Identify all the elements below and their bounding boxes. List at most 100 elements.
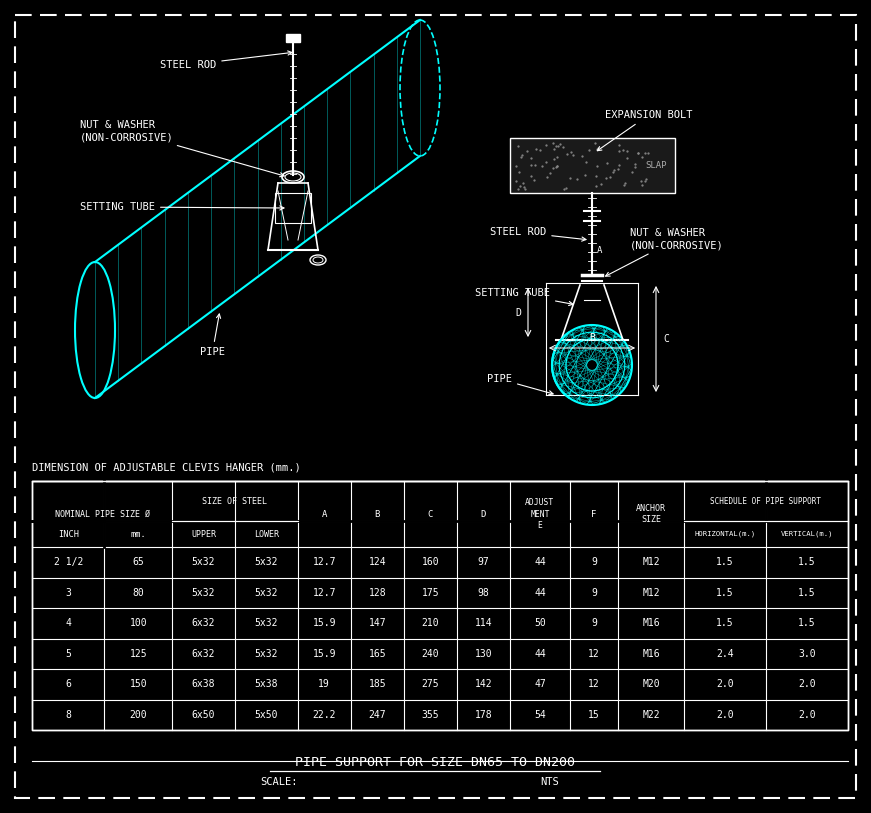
Text: C: C: [663, 334, 669, 344]
Text: 128: 128: [368, 588, 386, 598]
Text: A: A: [321, 510, 327, 519]
Text: 44: 44: [534, 557, 546, 567]
Text: 5x32: 5x32: [192, 588, 215, 598]
Bar: [32, 481, 848, 730]
Text: 2.0: 2.0: [798, 710, 816, 720]
Text: 97: 97: [477, 557, 490, 567]
Text: PIPE SUPPORT FOR SIZE DN65 TO DN200: PIPE SUPPORT FOR SIZE DN65 TO DN200: [295, 755, 575, 768]
Text: NOMINAL PIPE SIZE Ø: NOMINAL PIPE SIZE Ø: [55, 510, 150, 519]
Text: 1.5: 1.5: [716, 618, 733, 628]
Text: VERTICAL(m.): VERTICAL(m.): [780, 531, 834, 537]
Text: EXPANSION BOLT: EXPANSION BOLT: [598, 110, 692, 150]
Text: 5x32: 5x32: [192, 557, 215, 567]
Text: ADJUST
MENT
E: ADJUST MENT E: [525, 498, 555, 529]
Text: 275: 275: [422, 679, 439, 689]
Text: 4: 4: [65, 618, 71, 628]
Text: 8: 8: [65, 710, 71, 720]
Text: 1.5: 1.5: [798, 618, 816, 628]
Text: 165: 165: [368, 649, 386, 659]
Text: 1.5: 1.5: [716, 557, 733, 567]
Text: C: C: [428, 510, 433, 519]
Text: 6x32: 6x32: [192, 649, 215, 659]
Text: 9: 9: [591, 588, 597, 598]
Text: STEEL ROD: STEEL ROD: [160, 51, 292, 70]
Text: SETTING TUBE: SETTING TUBE: [475, 288, 573, 306]
Text: 1.5: 1.5: [798, 557, 816, 567]
Text: 15.9: 15.9: [313, 618, 336, 628]
Text: A: A: [597, 246, 603, 255]
Bar: [32, 481, 848, 730]
Text: M16: M16: [642, 618, 660, 628]
Text: 3.0: 3.0: [798, 649, 816, 659]
Text: 147: 147: [368, 618, 386, 628]
Text: SIZE OF STEEL: SIZE OF STEEL: [202, 497, 267, 506]
Text: 98: 98: [477, 588, 490, 598]
Text: B: B: [589, 333, 595, 343]
Text: 12: 12: [588, 649, 600, 659]
Text: 160: 160: [422, 557, 439, 567]
Text: 2 1/2: 2 1/2: [53, 557, 83, 567]
Text: 6x38: 6x38: [192, 679, 215, 689]
Text: STEEL ROD: STEEL ROD: [490, 227, 586, 241]
Text: 5x32: 5x32: [254, 649, 278, 659]
Bar: [286, 34, 300, 42]
Text: NUT & WASHER
(NON-CORROSIVE): NUT & WASHER (NON-CORROSIVE): [80, 120, 284, 176]
Text: 125: 125: [130, 649, 147, 659]
Text: 6x50: 6x50: [192, 710, 215, 720]
Text: 12: 12: [588, 679, 600, 689]
Text: 80: 80: [132, 588, 144, 598]
Text: 240: 240: [422, 649, 439, 659]
Text: M12: M12: [642, 557, 660, 567]
Text: 15: 15: [588, 710, 600, 720]
Text: SLAP: SLAP: [645, 161, 667, 170]
Text: mm.: mm.: [131, 529, 146, 538]
Text: 2.0: 2.0: [716, 710, 733, 720]
Text: D: D: [515, 307, 521, 318]
Text: 2.0: 2.0: [798, 679, 816, 689]
Text: 44: 44: [534, 649, 546, 659]
Text: 2.4: 2.4: [716, 649, 733, 659]
Text: M12: M12: [642, 588, 660, 598]
Text: 54: 54: [534, 710, 546, 720]
Text: 15.9: 15.9: [313, 649, 336, 659]
Text: 2.0: 2.0: [716, 679, 733, 689]
Bar: [510, 138, 675, 193]
Text: 5x50: 5x50: [254, 710, 278, 720]
Text: 124: 124: [368, 557, 386, 567]
Text: 150: 150: [130, 679, 147, 689]
Text: LOWER: LOWER: [253, 529, 279, 538]
Text: 100: 100: [130, 618, 147, 628]
Text: 200: 200: [130, 710, 147, 720]
Text: PIPE: PIPE: [200, 314, 225, 357]
Text: 44: 44: [534, 588, 546, 598]
Text: 5x32: 5x32: [254, 557, 278, 567]
Text: 6: 6: [65, 679, 71, 689]
Text: NTS: NTS: [540, 777, 559, 787]
Text: 65: 65: [132, 557, 144, 567]
Text: UPPER: UPPER: [191, 529, 216, 538]
Text: NUT & WASHER
(NON-CORROSIVE): NUT & WASHER (NON-CORROSIVE): [605, 228, 724, 276]
Text: 12.7: 12.7: [313, 557, 336, 567]
Text: SCHEDULE OF PIPE SUPPORT: SCHEDULE OF PIPE SUPPORT: [711, 497, 821, 506]
Text: 3: 3: [65, 588, 71, 598]
Text: DIMENSION OF ADJUSTABLE CLEVIS HANGER (mm.): DIMENSION OF ADJUSTABLE CLEVIS HANGER (m…: [32, 462, 300, 472]
Text: 114: 114: [475, 618, 492, 628]
Text: 47: 47: [534, 679, 546, 689]
Text: 178: 178: [475, 710, 492, 720]
Text: 5x32: 5x32: [254, 588, 278, 598]
Text: 210: 210: [422, 618, 439, 628]
Text: PIPE: PIPE: [487, 374, 553, 395]
Text: 50: 50: [534, 618, 546, 628]
Bar: [275, 193, 311, 223]
Text: 1.5: 1.5: [716, 588, 733, 598]
Text: 1.5: 1.5: [798, 588, 816, 598]
Text: 142: 142: [475, 679, 492, 689]
Text: 247: 247: [368, 710, 386, 720]
Text: 5x32: 5x32: [254, 618, 278, 628]
Text: 5: 5: [65, 649, 71, 659]
Text: 5x38: 5x38: [254, 679, 278, 689]
Text: B: B: [375, 510, 380, 519]
Text: SETTING TUBE: SETTING TUBE: [80, 202, 284, 212]
Text: 185: 185: [368, 679, 386, 689]
Text: 9: 9: [591, 618, 597, 628]
